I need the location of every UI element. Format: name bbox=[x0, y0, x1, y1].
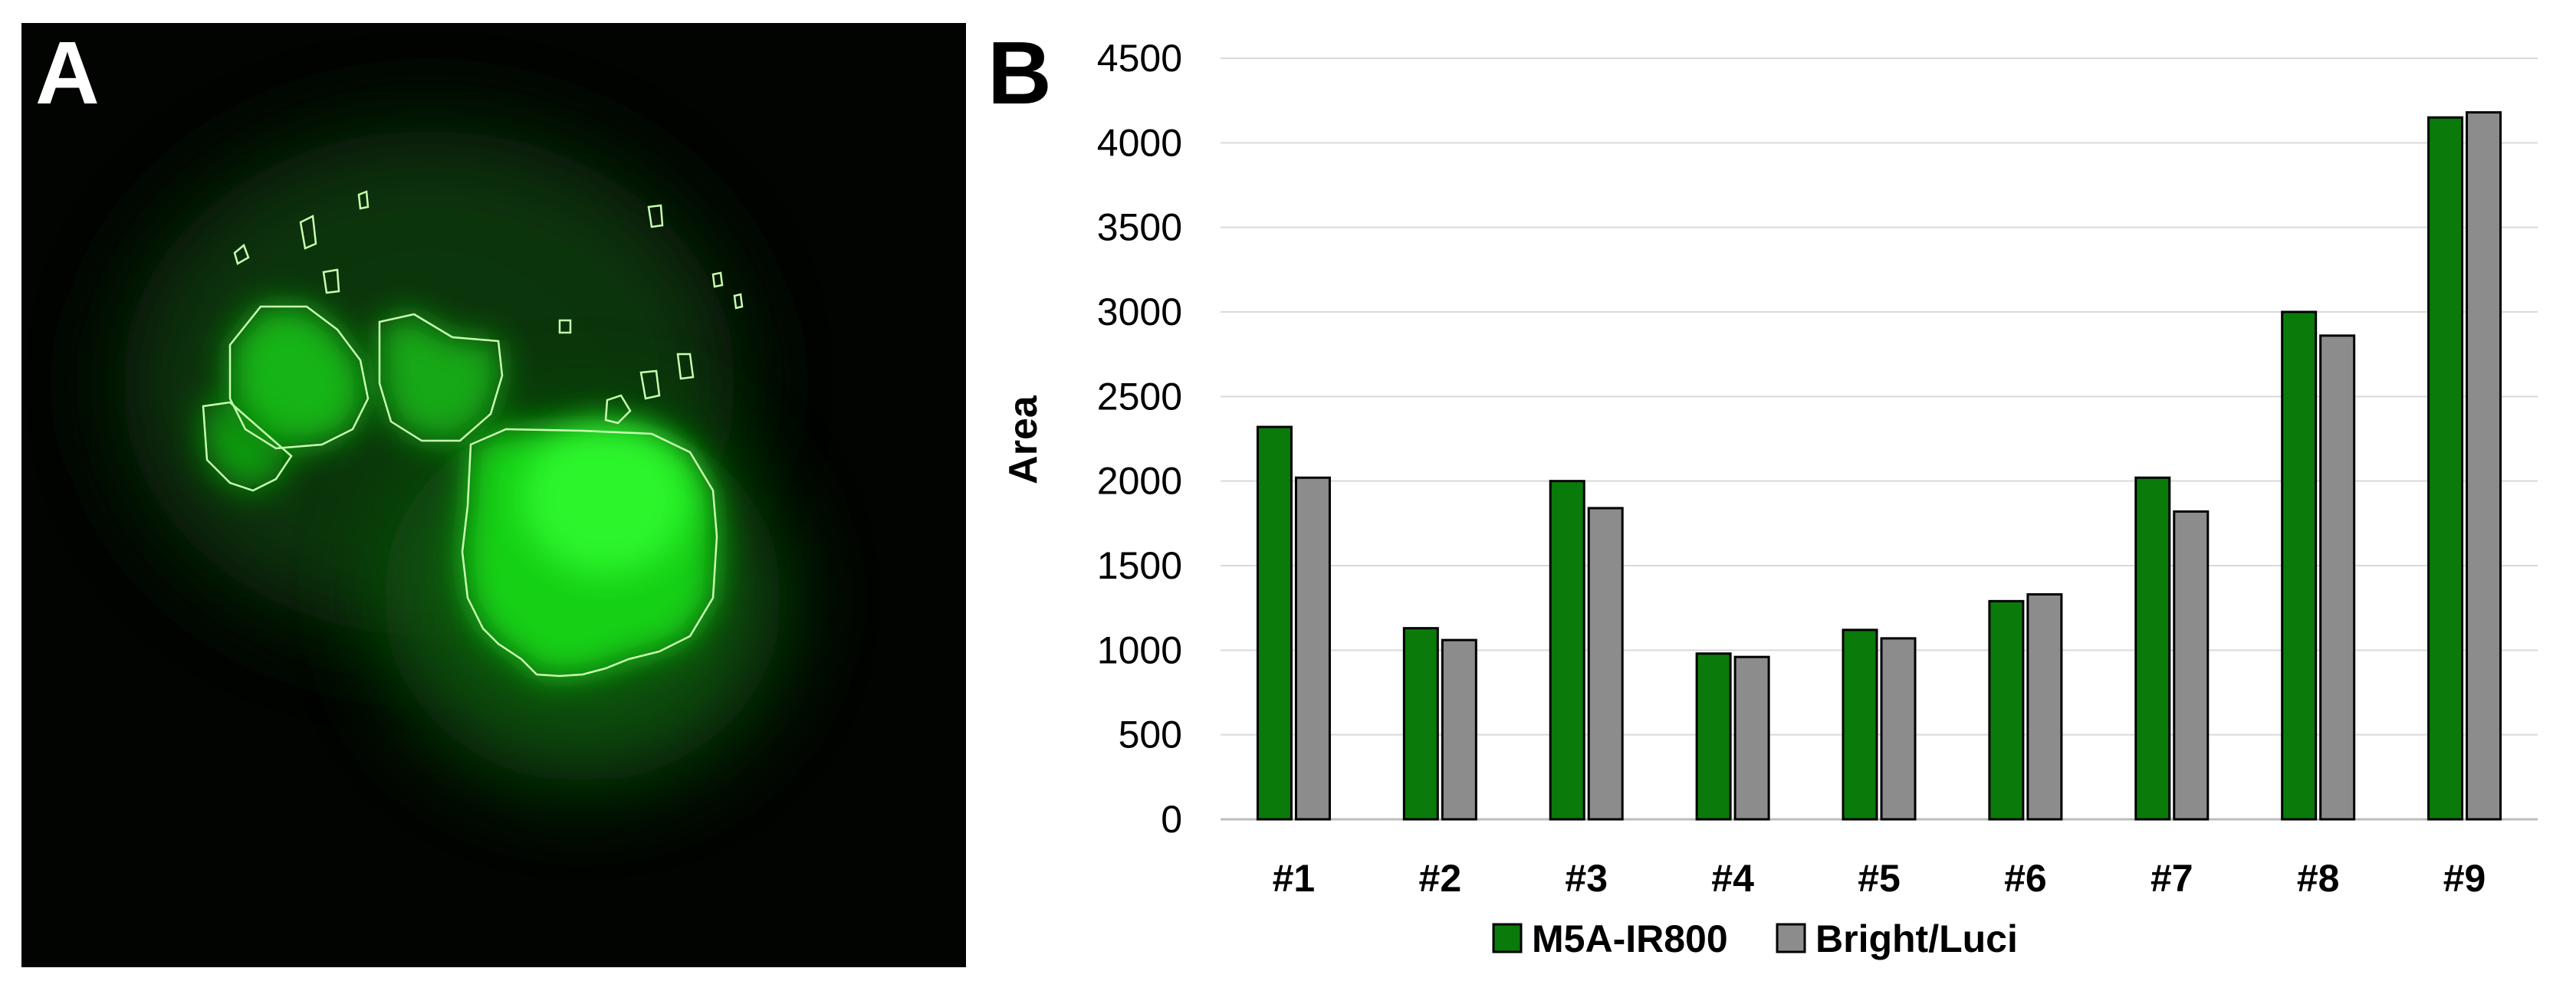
roi-outline-small bbox=[676, 353, 695, 380]
tumor-region-2-fill bbox=[230, 307, 368, 448]
tumor-region-4-fill bbox=[203, 402, 291, 491]
fluorescence-image-panel: A bbox=[0, 0, 974, 987]
fluorescence-image: A bbox=[21, 23, 966, 967]
roi-outline-small bbox=[639, 369, 661, 400]
bar-m5a-ir800 bbox=[2134, 476, 2171, 821]
roi-outline-small bbox=[357, 190, 370, 210]
bar-m5a-ir800 bbox=[1549, 480, 1585, 821]
legend-swatch bbox=[1776, 923, 1806, 953]
y-tick-label: 500 bbox=[1119, 714, 1182, 756]
tumor-region-3-fill bbox=[380, 314, 502, 441]
x-tick-label: #1 bbox=[1273, 857, 1316, 900]
y-tick-label: 0 bbox=[1161, 798, 1182, 841]
legend-swatch bbox=[1492, 923, 1523, 953]
y-tick-label: 3500 bbox=[1097, 206, 1182, 249]
y-tick-label: 3000 bbox=[1097, 290, 1182, 333]
roi-outline-small bbox=[299, 215, 317, 250]
y-tick-label: 1000 bbox=[1097, 628, 1182, 671]
x-tick-label: #3 bbox=[1565, 857, 1608, 900]
roi-outline-small bbox=[711, 271, 724, 288]
x-tick-label: #8 bbox=[2297, 857, 2340, 900]
y-tick-label: 4000 bbox=[1097, 121, 1182, 164]
roi-outline-small bbox=[733, 293, 744, 310]
x-tick-label: #7 bbox=[2150, 857, 2193, 900]
roi-outline-small bbox=[558, 319, 572, 334]
y-tick-label: 2000 bbox=[1097, 460, 1182, 503]
y-tick-label: 2500 bbox=[1097, 375, 1182, 418]
bar-m5a-ir800 bbox=[2281, 310, 2318, 821]
bar-bright-luci bbox=[1294, 476, 1331, 821]
legend-label: Bright/Luci bbox=[1815, 917, 2018, 960]
roi-outline-small bbox=[233, 243, 250, 265]
bars bbox=[1256, 111, 2502, 821]
roi-outline-small bbox=[647, 204, 664, 228]
x-tick-label: #4 bbox=[1711, 857, 1754, 900]
bar-bright-luci bbox=[2173, 510, 2210, 821]
panel-b-label: B bbox=[987, 23, 1052, 123]
bar-bright-luci bbox=[2026, 593, 2063, 821]
bar-bright-luci bbox=[1441, 638, 1477, 821]
bar-m5a-ir800 bbox=[1695, 652, 1732, 821]
x-tick-label: #5 bbox=[1858, 857, 1901, 900]
bar-m5a-ir800 bbox=[1842, 628, 1878, 821]
bar-bright-luci bbox=[1733, 655, 1770, 821]
bar-bright-luci bbox=[1587, 507, 1624, 821]
roi-outline-3 bbox=[378, 313, 504, 442]
panel-a-label: A bbox=[35, 23, 100, 123]
bar-chart-panel: B 0 500 1000 1500 2000 2500 3000 3500 4000 4500 #… bbox=[974, 0, 2576, 987]
roi-outline-4 bbox=[202, 401, 293, 492]
y-tick-label: 1500 bbox=[1097, 544, 1182, 587]
roi-outline-small bbox=[322, 268, 340, 294]
x-tick-labels: #1 #2 #3 #4 #5 #6 #7 #8 #9 bbox=[1273, 857, 2486, 900]
bar-bright-luci bbox=[2466, 111, 2502, 821]
bar-m5a-ir800 bbox=[1256, 425, 1293, 821]
roi-outline-small bbox=[604, 394, 632, 425]
x-tick-label: #9 bbox=[2443, 857, 2486, 900]
roi-outlines bbox=[202, 190, 744, 678]
y-tick-label: 4500 bbox=[1097, 37, 1182, 80]
bar-chart: B 0 500 1000 1500 2000 2500 3000 3500 4000 4500 #… bbox=[987, 23, 2538, 960]
bar-m5a-ir800 bbox=[2427, 116, 2464, 821]
y-tick-labels: 0 500 1000 1500 2000 2500 3000 3500 4000 4500 bbox=[1097, 37, 1182, 841]
tumor-core-highlight bbox=[521, 422, 690, 575]
legend-label: M5A-IR800 bbox=[1532, 917, 1728, 960]
bar-m5a-ir800 bbox=[1402, 627, 1439, 821]
bar-bright-luci bbox=[1880, 637, 1917, 821]
roi-outline-2 bbox=[228, 305, 370, 450]
legend: M5A-IR800 Bright/Luci bbox=[1492, 917, 2018, 960]
y-axis-label: Area bbox=[1001, 395, 1046, 484]
bar-bright-luci bbox=[2319, 334, 2356, 821]
x-tick-label: #2 bbox=[1419, 857, 1462, 900]
x-tick-label: #6 bbox=[2004, 857, 2047, 900]
gridlines bbox=[1221, 57, 2538, 821]
roi-outline-main bbox=[461, 428, 718, 678]
bar-m5a-ir800 bbox=[1988, 599, 2025, 821]
